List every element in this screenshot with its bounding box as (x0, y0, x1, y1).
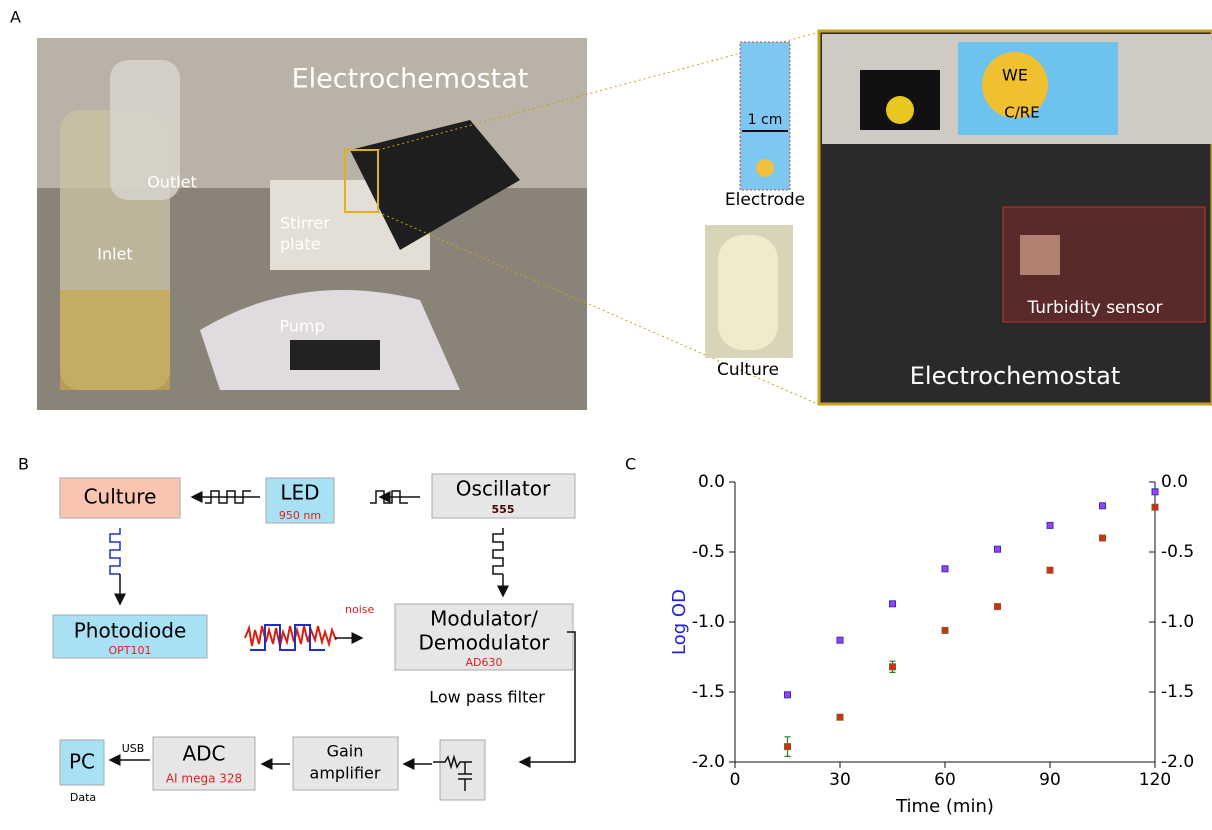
node-part: AD630 (466, 656, 503, 669)
x-tick-label: 0 (730, 770, 741, 790)
panel-b: Culture LED 950 nm Oscillator 555 Photod… (53, 474, 575, 804)
node-label: LED (280, 481, 319, 505)
node-label: Demodulator (419, 631, 551, 655)
y2-tick-label: -2.0 (1161, 752, 1194, 772)
point (890, 664, 896, 670)
node-part: 555 (492, 503, 515, 516)
point (837, 714, 843, 720)
point (942, 627, 948, 633)
point (1047, 567, 1053, 573)
y2-tick-label: -0.5 (1161, 542, 1194, 562)
x-axis-label: Time (min) (895, 796, 994, 817)
electrode-pad (756, 159, 774, 177)
node-label: Culture (84, 485, 157, 509)
node-label: PC (69, 750, 95, 774)
panel-a: Electrochemostat Outlet Inlet Stirrer pl… (37, 31, 1212, 410)
axis-frame (735, 482, 1155, 762)
point (1100, 535, 1106, 541)
y-tick-label: -2.0 (692, 752, 725, 772)
figure: A B C Electrochemostat Outlet Inlet Stir… (0, 0, 1212, 826)
x-tick-label: 120 (1139, 770, 1171, 790)
noise-signal (245, 626, 336, 646)
photo-label: Pump (279, 317, 324, 336)
node-label: Gain (327, 742, 364, 761)
photo-label: Stirrer (280, 214, 330, 233)
scale-label: 1 cm (748, 112, 783, 128)
y2-tick-label: -1.5 (1161, 682, 1194, 702)
y2-tick-label: -1.0 (1161, 612, 1194, 632)
x-tick-label: 90 (1039, 770, 1061, 790)
panel-label: C (625, 455, 636, 474)
node-label: Photodiode (74, 619, 187, 643)
point (995, 604, 1001, 610)
panel-label: A (10, 8, 21, 27)
noise-label: noise (345, 603, 374, 616)
y-tick-label: -0.5 (692, 542, 725, 562)
y-tick-label: -1.0 (692, 612, 725, 632)
photo-caption: Electrode (725, 190, 805, 210)
point (1100, 503, 1106, 509)
node-label: Modulator/ (430, 607, 538, 631)
node-label: Oscillator (456, 477, 551, 501)
node-label: amplifier (310, 764, 381, 783)
point (995, 546, 1001, 552)
photo-label: Electrochemostat (910, 362, 1121, 390)
x-tick-label: 30 (829, 770, 851, 790)
medium (60, 290, 170, 390)
node-part: 950 nm (279, 509, 321, 522)
edge-label: USB (122, 742, 145, 755)
node-part: AI mega 328 (166, 772, 242, 786)
square-wave (110, 528, 120, 574)
square-wave (493, 528, 503, 574)
inset-label: WE (1002, 66, 1028, 85)
point (1152, 504, 1158, 510)
y-tick-label: 0.0 (698, 472, 725, 492)
cap (886, 96, 914, 124)
node-part: OPT101 (108, 644, 151, 657)
y2-tick-label: 0.0 (1161, 472, 1188, 492)
panel-label: B (18, 455, 29, 474)
y-axis-label: Log OD (669, 589, 690, 655)
photo-label: Inlet (97, 245, 132, 264)
y-tick-label: -1.5 (692, 682, 725, 702)
node-label: Low pass filter (429, 688, 545, 707)
filter-icon (440, 740, 485, 800)
point (785, 744, 791, 750)
photo-caption: Culture (717, 360, 779, 380)
sensor (1020, 235, 1060, 275)
point (785, 692, 791, 698)
photo-label: Outlet (147, 173, 197, 192)
inset-label: Turbidity sensor (1026, 298, 1162, 318)
point (837, 637, 843, 643)
node-note: Data (70, 791, 96, 804)
x-tick-label: 60 (934, 770, 956, 790)
photo-label: plate (280, 235, 321, 254)
inset-label: C/RE (1004, 104, 1039, 122)
node-label: ADC (182, 742, 225, 766)
pump (290, 340, 380, 370)
point (942, 566, 948, 572)
point (1152, 489, 1158, 495)
point (1047, 522, 1053, 528)
photo-label: Electrochemostat (292, 64, 529, 95)
tube (718, 235, 778, 350)
point (890, 601, 896, 607)
